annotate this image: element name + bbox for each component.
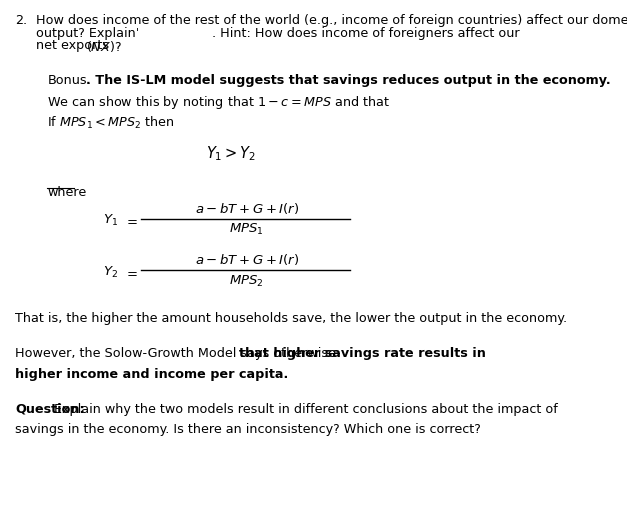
Text: That is, the higher the amount households save, the lower the output in the econ: That is, the higher the amount household… bbox=[15, 312, 567, 325]
Text: higher income and income per capita.: higher income and income per capita. bbox=[15, 368, 288, 381]
Text: savings in the economy. Is there an inconsistency? Which one is correct?: savings in the economy. Is there an inco… bbox=[15, 423, 481, 436]
Text: $=$: $=$ bbox=[124, 266, 139, 279]
Text: $Y_1 > Y_2$: $Y_1 > Y_2$ bbox=[206, 145, 256, 163]
Text: $Y_2$: $Y_2$ bbox=[103, 265, 119, 280]
Text: net exports: net exports bbox=[36, 39, 113, 52]
Text: . Hint: How does income of foreigners affect our: . Hint: How does income of foreigners af… bbox=[213, 26, 520, 40]
Text: $Y_1$: $Y_1$ bbox=[103, 213, 119, 228]
Text: We can show this by noting that $1 - c = MPS$ and that: We can show this by noting that $1 - c =… bbox=[47, 94, 390, 111]
Text: $=$: $=$ bbox=[124, 214, 139, 227]
Text: Bonus.: Bonus. bbox=[47, 74, 91, 87]
Text: where: where bbox=[47, 186, 87, 199]
Text: However, the Solow-Growth Model says otherwise-: However, the Solow-Growth Model says oth… bbox=[15, 347, 341, 360]
Text: $a - bT + G + I(r)$: $a - bT + G + I(r)$ bbox=[195, 252, 299, 267]
Text: $MPS_1$: $MPS_1$ bbox=[229, 222, 264, 237]
Text: output? Explainˈ: output? Explainˈ bbox=[36, 26, 139, 40]
Text: $(NX)$?: $(NX)$? bbox=[87, 39, 122, 54]
Text: . The IS-LM model suggests that savings reduces output in the economy.: . The IS-LM model suggests that savings … bbox=[87, 74, 611, 87]
Text: $MPS_2$: $MPS_2$ bbox=[229, 274, 264, 289]
Text: Question:: Question: bbox=[15, 403, 85, 416]
Text: $a - bT + G + I(r)$: $a - bT + G + I(r)$ bbox=[195, 200, 299, 215]
Text: Explain why the two models result in different conclusions about the impact of: Explain why the two models result in dif… bbox=[54, 403, 557, 416]
Text: If $MPS_1 < MPS_2$ then: If $MPS_1 < MPS_2$ then bbox=[47, 115, 175, 131]
Text: 2.: 2. bbox=[15, 15, 28, 27]
Text: How does income of the rest of the world (e.g., income of foreign countries) aff: How does income of the rest of the world… bbox=[36, 15, 627, 27]
Text: that higher savings rate results in: that higher savings rate results in bbox=[239, 347, 486, 360]
